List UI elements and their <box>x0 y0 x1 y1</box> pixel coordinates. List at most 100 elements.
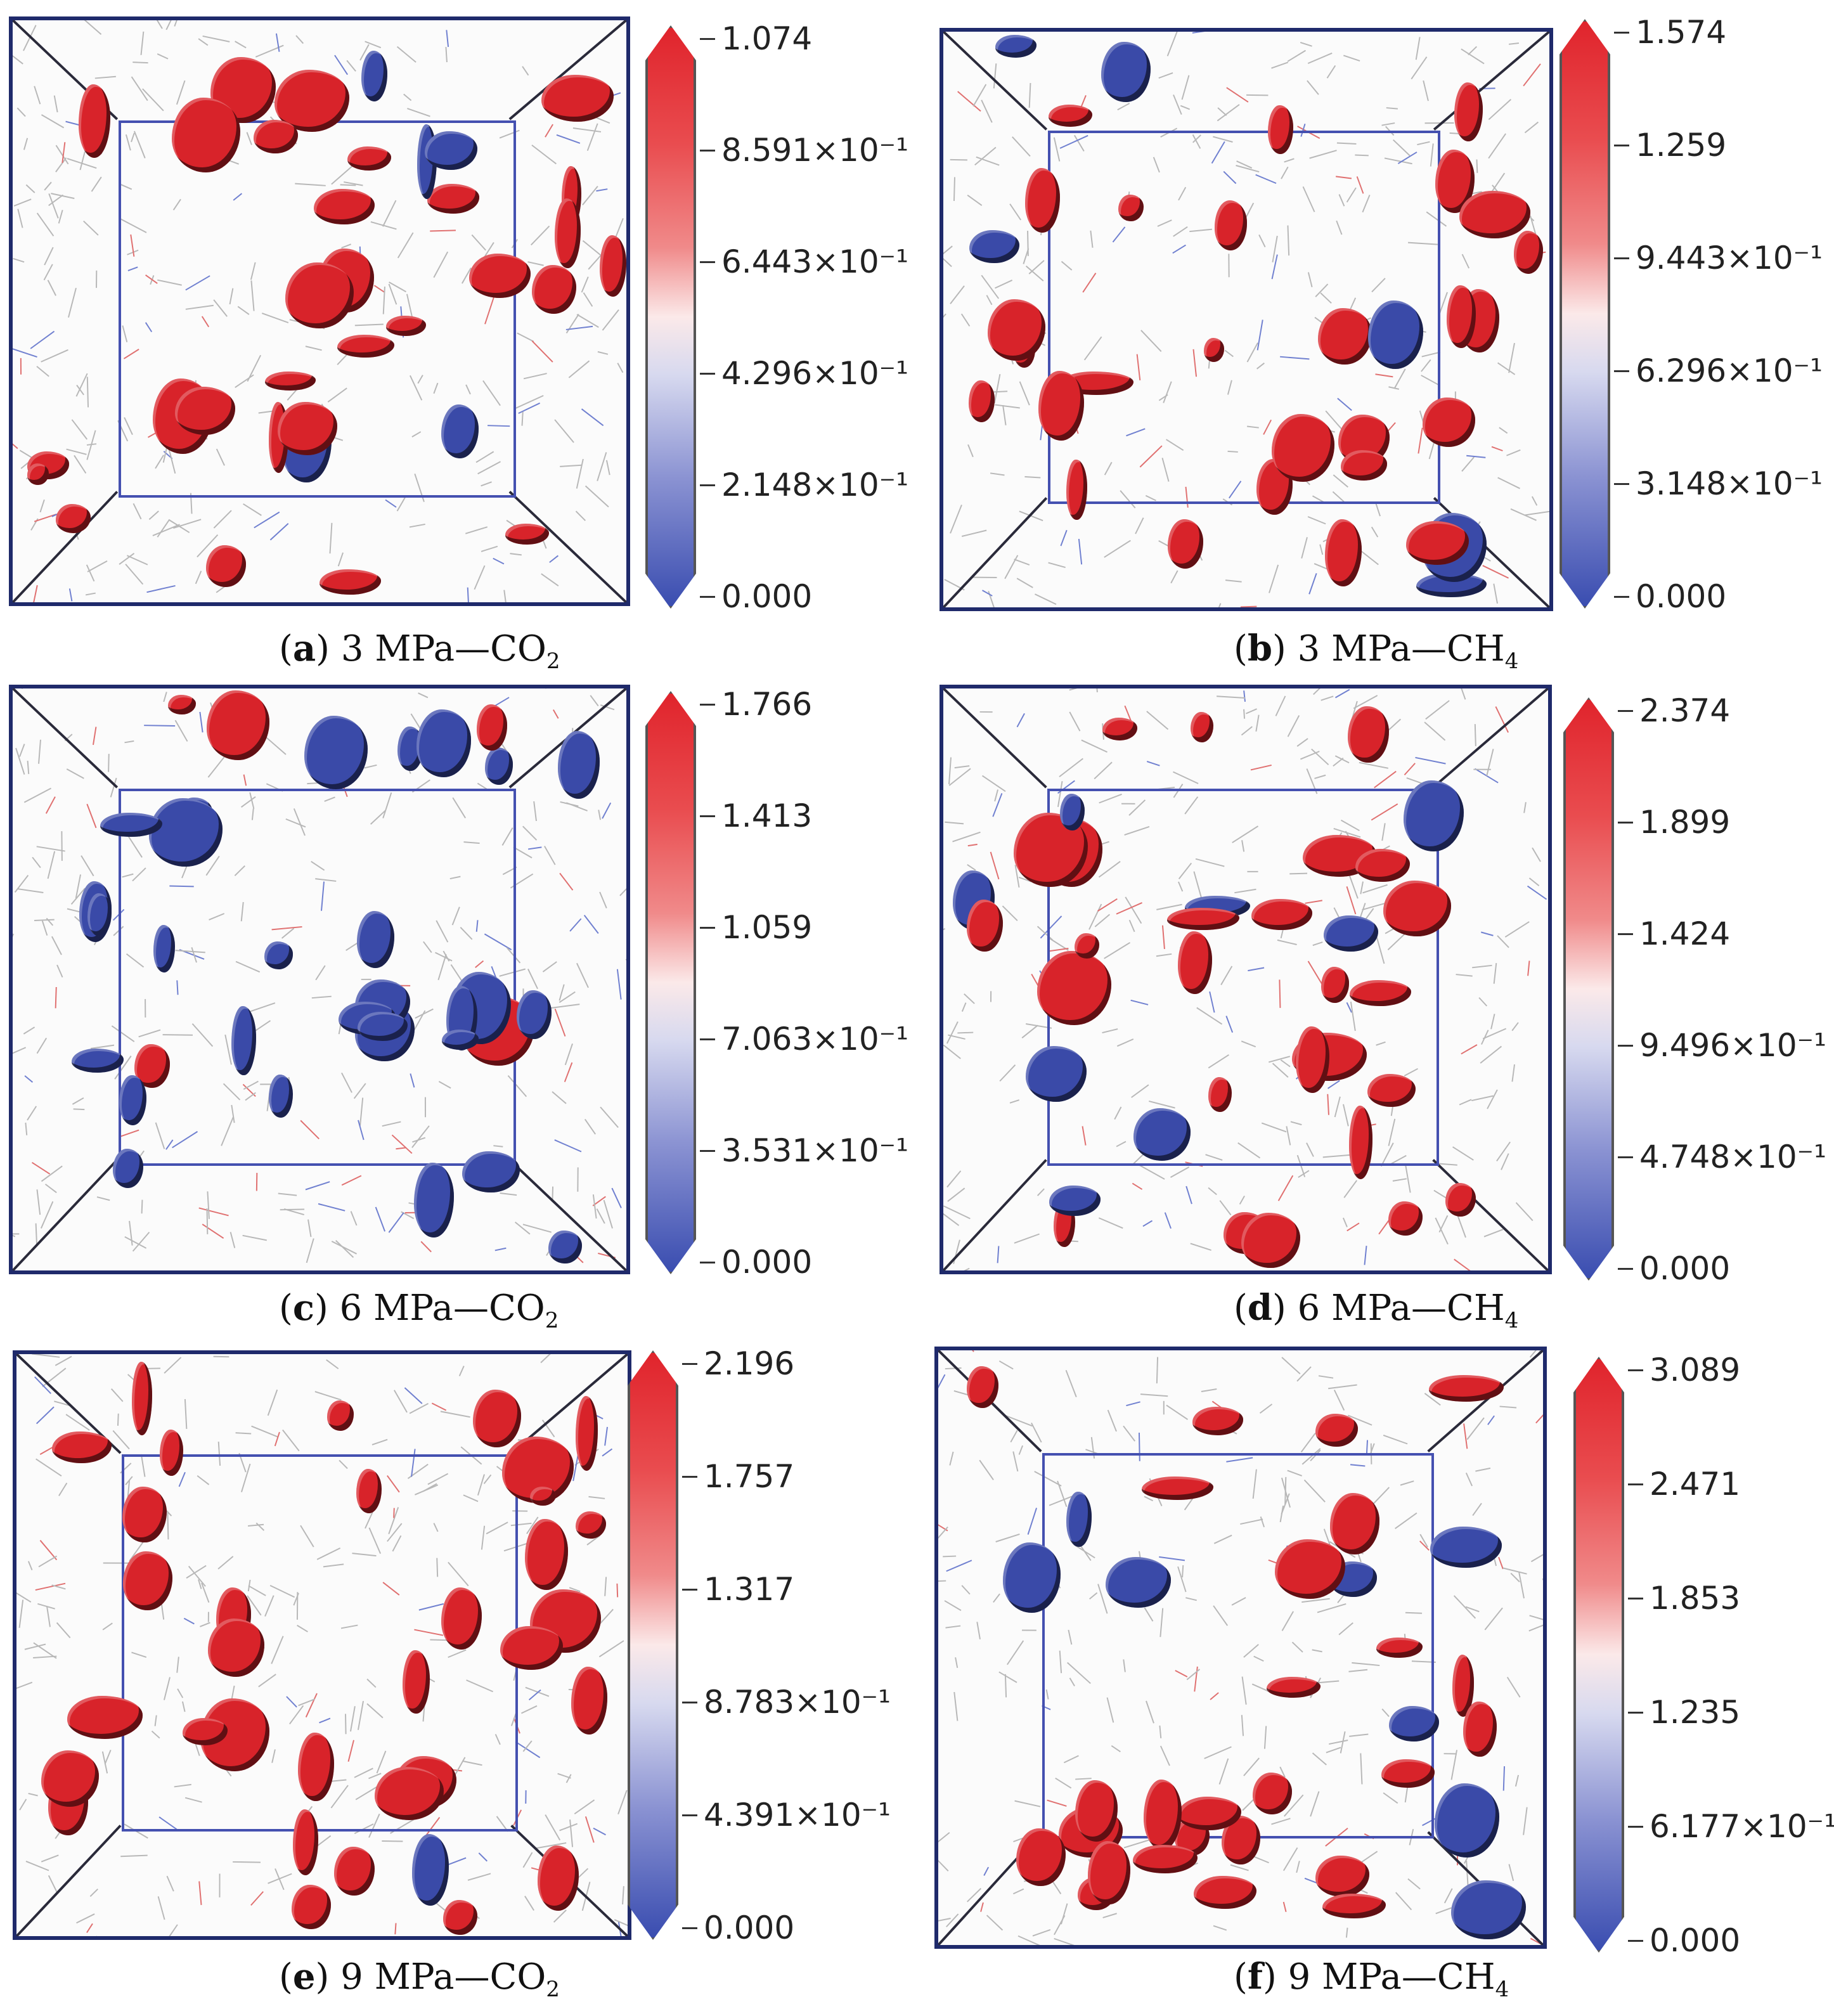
scale-tick <box>700 373 715 375</box>
scale-tick-label: 1.766 <box>721 686 813 723</box>
density-blob <box>1167 519 1204 569</box>
density-blob <box>1118 194 1144 221</box>
density-blob <box>1191 712 1214 743</box>
density-blob <box>357 1011 408 1042</box>
density-blob <box>112 1149 143 1189</box>
density-blob <box>1049 1185 1101 1216</box>
caption-subscript: 2 <box>546 1977 560 2003</box>
density-blob <box>1142 1476 1213 1501</box>
scale-tick-label: 4.748×10⁻¹ <box>1639 1139 1827 1175</box>
density-blob <box>1341 450 1388 481</box>
density-blob <box>967 1366 999 1409</box>
panel-e: 2.196 1.757 1.317 8.783×10⁻¹ 4.391×10⁻¹ 0.000… <box>0 1344 917 2016</box>
density-blob <box>1208 1077 1232 1112</box>
density-blob <box>1267 105 1293 155</box>
density-blob <box>171 97 240 172</box>
density-blob <box>131 1362 152 1435</box>
density-blob <box>1038 371 1084 441</box>
scale-tick <box>1618 1268 1633 1270</box>
panel-a: 1.074 8.591×10⁻¹ 6.443×10⁻¹ 4.296×10⁻¹ 2.148… <box>0 0 917 674</box>
scale-tick <box>1628 1940 1643 1942</box>
density-blob <box>1445 1182 1476 1217</box>
density-blob <box>967 899 1003 952</box>
density-blob <box>403 1650 430 1714</box>
scale-tick-label: 0.000 <box>1639 1250 1731 1287</box>
scale-tick <box>1628 1826 1643 1828</box>
density-blob <box>969 230 1019 264</box>
density-blob <box>1204 337 1225 362</box>
panel-caption-b: (b) 3 MPa—CH4 <box>1234 628 1519 675</box>
density-blob <box>72 1049 124 1073</box>
density-blob <box>1404 780 1464 852</box>
density-blob <box>1422 397 1475 447</box>
scale-tick <box>700 1262 715 1263</box>
density-blob <box>1037 950 1112 1026</box>
scale-tick <box>700 927 715 929</box>
caption-subscript: 4 <box>1504 1308 1519 1334</box>
density-blob <box>1367 1073 1416 1107</box>
density-blob <box>1322 1893 1386 1918</box>
scale-tick-label: 2.148×10⁻¹ <box>721 467 909 503</box>
density-blob <box>541 74 614 122</box>
density-blob <box>442 1899 478 1935</box>
molecular-structure-c <box>13 688 626 1270</box>
scale-tick <box>1628 1483 1643 1485</box>
density-blob <box>1459 191 1531 238</box>
density-blob <box>548 1230 582 1264</box>
scale-tick <box>1618 1045 1633 1047</box>
caption-label: 3 MPa—CH <box>1297 628 1505 669</box>
density-blob <box>575 1511 606 1539</box>
density-blob <box>1194 1875 1256 1909</box>
density-blob <box>1430 1526 1502 1568</box>
density-blob <box>41 1750 99 1807</box>
density-blob <box>1383 881 1452 936</box>
color-scale-bar-a <box>645 25 696 609</box>
scale-tick-label: 0.000 <box>721 1244 813 1281</box>
scale-tick-label: 4.296×10⁻¹ <box>721 355 909 392</box>
density-blob <box>476 704 508 751</box>
scale-tick-label: 3.148×10⁻¹ <box>1636 465 1823 502</box>
density-blob <box>1253 1773 1293 1815</box>
density-blob <box>1059 793 1085 830</box>
density-blob <box>100 812 162 837</box>
density-blob <box>484 747 513 785</box>
density-blob <box>531 264 576 314</box>
density-blob <box>1325 519 1362 587</box>
density-blob <box>1066 459 1087 520</box>
scale-tick-label: 1.757 <box>704 1458 795 1495</box>
density-blob <box>1315 1855 1369 1897</box>
caption-subscript: 2 <box>545 1308 559 1334</box>
density-blob <box>995 34 1037 58</box>
density-blob <box>1434 1783 1500 1858</box>
density-blob <box>1166 907 1240 931</box>
color-scale-bar-f <box>1573 1357 1624 1953</box>
density-blob <box>274 69 350 132</box>
density-blob <box>1016 1828 1066 1887</box>
scale-tick-label: 0.000 <box>1636 578 1727 615</box>
density-blob <box>356 910 394 968</box>
caption-label: 6 MPa—CO <box>339 1288 545 1329</box>
panel-d: 2.374 1.899 1.424 9.496×10⁻¹ 4.748×10⁻¹ 0.000… <box>917 672 1834 1344</box>
density-blob <box>1376 1637 1423 1658</box>
panel-caption-d: (d) 6 MPa—CH4 <box>1234 1287 1519 1334</box>
caption-letter: a <box>292 628 316 669</box>
density-blob <box>386 316 426 337</box>
caption-label: 6 MPa—CH <box>1297 1288 1505 1329</box>
scale-tick <box>1618 1156 1633 1158</box>
scale-tick <box>1628 1369 1643 1371</box>
density-blob <box>571 1667 608 1735</box>
density-blob <box>1075 1780 1118 1842</box>
density-blob <box>1348 706 1389 763</box>
density-box-e <box>13 1350 631 1940</box>
caption-label: 9 MPa—CO <box>340 1956 546 1998</box>
density-blob <box>67 1696 143 1739</box>
scale-tick-label: 3.089 <box>1650 1352 1741 1388</box>
scale-tick <box>682 1814 697 1816</box>
caption-letter: b <box>1247 628 1273 669</box>
density-blob <box>1271 414 1335 482</box>
density-blob <box>285 262 354 328</box>
density-blob <box>1026 1046 1087 1102</box>
caption-letter: e <box>292 1956 316 1998</box>
scale-tick <box>700 261 715 263</box>
density-blob <box>1251 899 1312 930</box>
